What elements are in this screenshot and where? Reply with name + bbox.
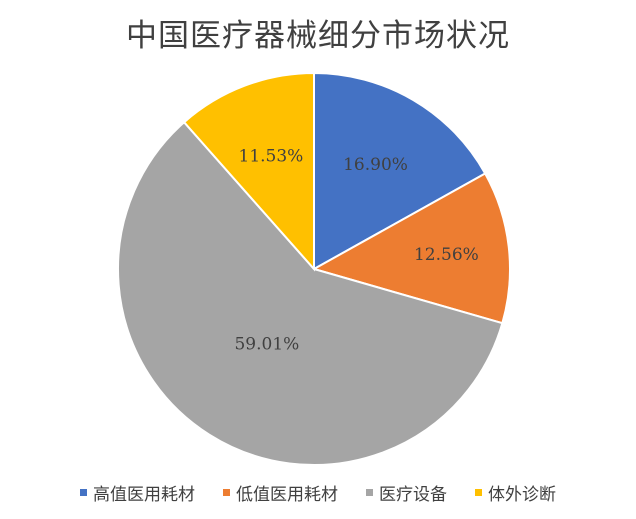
slice-high-value-consumables <box>313 71 487 271</box>
legend-label: 医疗设备 <box>379 485 447 505</box>
legend-marker <box>223 489 230 496</box>
legend-item-ivd: 体外诊断 <box>475 480 556 505</box>
slice-medical-equipment <box>117 120 504 466</box>
legend-item-medical-equipment: 医疗设备 <box>366 480 447 505</box>
data-label: 59.01% <box>234 335 299 355</box>
slice-low-value-consumables <box>311 172 511 325</box>
data-label: 12.56% <box>414 245 479 265</box>
legend-label: 体外诊断 <box>488 485 556 505</box>
legend-label: 低值医用耗材 <box>236 485 338 505</box>
legend: 高值医用耗材 低值医用耗材 医疗设备 体外诊断 <box>0 480 636 505</box>
pie-chart: 16.90% 12.56% 59.01% 11.53% <box>117 71 511 466</box>
legend-marker <box>475 489 482 496</box>
legend-marker <box>366 489 373 496</box>
legend-marker <box>80 489 87 496</box>
slice-ivd <box>182 71 315 272</box>
chart-title: 中国医疗器械细分市场状况 <box>126 18 510 54</box>
legend-item-high-value-consumables: 高值医用耗材 <box>80 480 195 505</box>
data-label: 11.53% <box>239 146 304 166</box>
data-label: 16.90% <box>343 155 408 175</box>
legend-item-low-value-consumables: 低值医用耗材 <box>223 480 338 505</box>
legend-label: 高值医用耗材 <box>93 485 195 505</box>
